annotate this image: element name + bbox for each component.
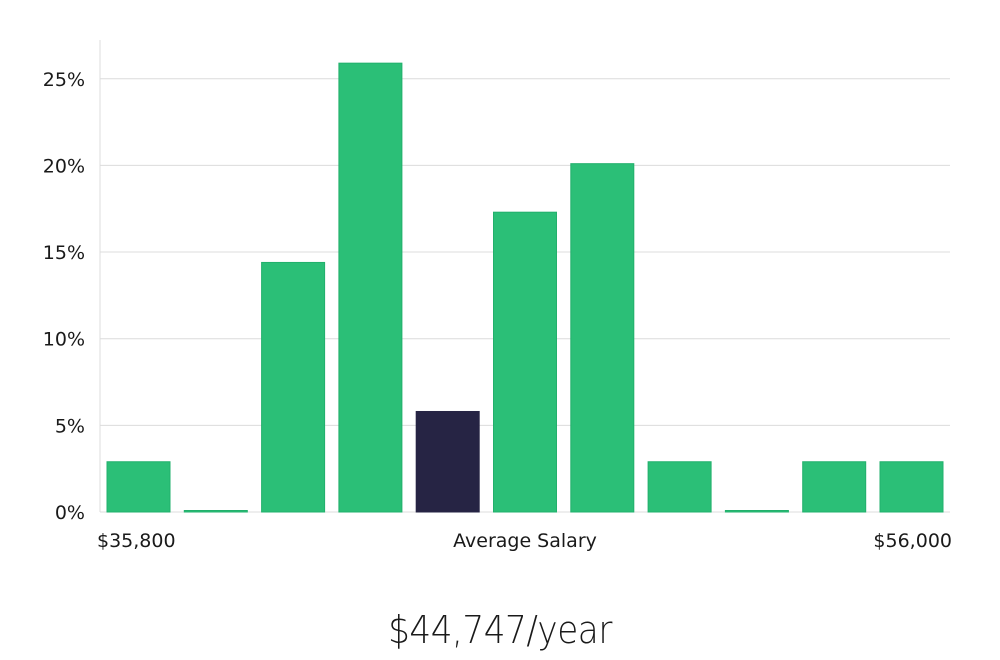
y-tick-label: 10%: [43, 329, 85, 351]
x-axis-title: Average Salary: [453, 530, 597, 552]
x-max-label: $56,000: [873, 530, 952, 552]
histogram-bar: [493, 211, 557, 513]
y-tick-label: 15%: [43, 242, 85, 264]
histogram-bar: [261, 261, 326, 513]
histogram-bar-highlighted: [415, 410, 480, 513]
bars: [106, 62, 944, 513]
histogram-bar: [106, 461, 171, 513]
histogram-bar: [570, 163, 635, 513]
histogram-bar: [879, 461, 944, 513]
y-tick-label: 0%: [55, 502, 85, 524]
y-tick-label: 5%: [55, 415, 85, 437]
histogram-bar: [724, 510, 789, 513]
average-salary-headline: $44,747/year: [388, 608, 612, 652]
histogram-bar: [647, 461, 712, 513]
y-tick-label: 25%: [43, 69, 85, 91]
y-tick-label: 20%: [43, 155, 85, 177]
histogram-bar: [802, 461, 867, 513]
histogram-bar: [183, 510, 248, 513]
x-min-label: $35,800: [97, 530, 176, 552]
y-tick-labels: 0% 5% 10% 15% 20% 25%: [43, 69, 85, 524]
histogram-bar: [338, 62, 403, 513]
